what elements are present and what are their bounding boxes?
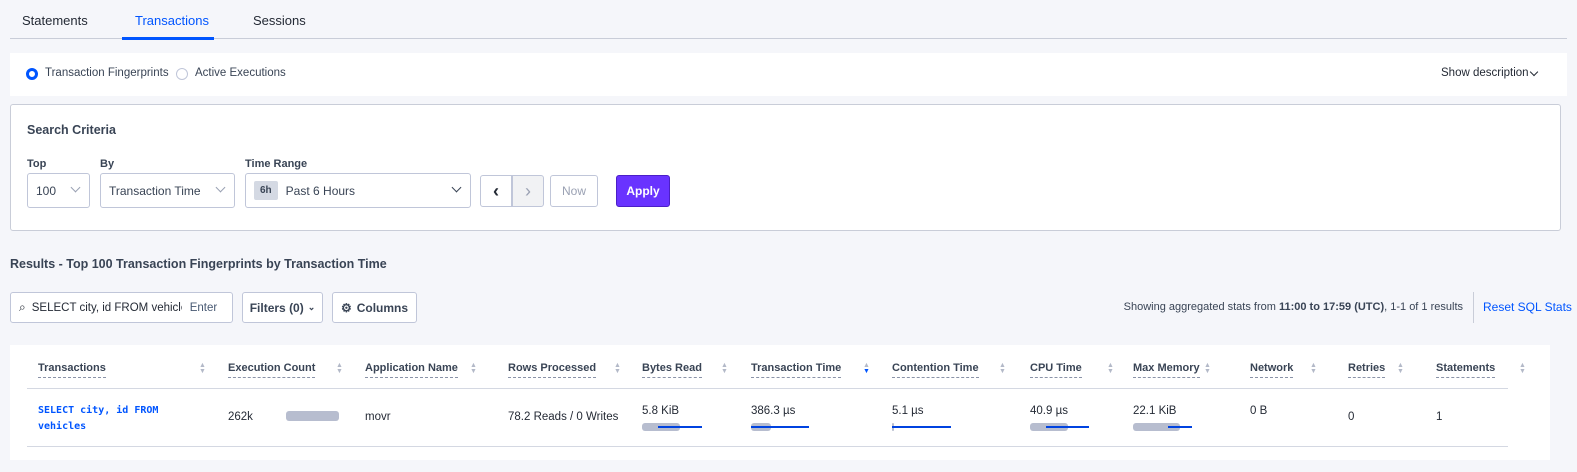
search-input[interactable]: ⌕ SELECT city, id FROM vehicles W Enter xyxy=(10,292,233,323)
radio-active-executions[interactable] xyxy=(176,68,188,80)
divider xyxy=(1473,292,1474,323)
sort-icon[interactable]: ▲ ▼ xyxy=(1310,362,1317,375)
search-icon: ⌕ xyxy=(19,300,26,314)
transaction-link[interactable]: SELECT city, id FROM vehicles xyxy=(38,405,159,432)
results-title: Results - Top 100 Transaction Fingerprin… xyxy=(10,257,387,271)
stats-suffix: , 1-1 of 1 results xyxy=(1384,301,1463,313)
reset-sql-stats-link[interactable]: Reset SQL Stats xyxy=(1483,300,1572,314)
sort-icon[interactable]: ▲ ▼ xyxy=(1519,362,1526,375)
column-header-retries[interactable]: Retries xyxy=(1348,362,1386,378)
application-name: movr xyxy=(365,411,391,423)
tab-statements[interactable]: Statements xyxy=(22,13,88,28)
sort-icon[interactable]: ▲ ▼ xyxy=(1204,362,1211,375)
radio-transaction-fingerprints[interactable] xyxy=(26,68,38,80)
column-header-bytes-read[interactable]: Bytes Read xyxy=(642,362,702,378)
column-header-application-name[interactable]: Application Name xyxy=(365,362,458,378)
max-memory: 22.1 KiB xyxy=(1133,405,1177,417)
tab-sessions[interactable]: Sessions xyxy=(253,13,306,28)
column-header-network[interactable]: Network xyxy=(1250,362,1294,378)
column-header-execution-count[interactable]: Execution Count xyxy=(228,362,316,378)
network: 0 B xyxy=(1250,405,1268,417)
columns-label: Columns xyxy=(356,300,409,315)
column-header-cpu-time[interactable]: CPU Time xyxy=(1030,362,1082,378)
contention-time-stddev xyxy=(892,426,951,428)
sort-icon[interactable]: ▲ ▼ xyxy=(1397,362,1404,375)
search-criteria-panel xyxy=(10,104,1561,231)
stats-summary: Showing aggregated stats from 11:00 to 1… xyxy=(1124,301,1463,313)
statements-count: 1 xyxy=(1436,411,1443,423)
chevron-down-icon: ⌄ xyxy=(307,302,316,312)
time-range-value: Past 6 Hours xyxy=(285,183,356,198)
sort-icon[interactable]: ▲ ▼ xyxy=(721,362,728,375)
view-selector xyxy=(10,53,1567,96)
tab-transactions[interactable]: Transactions xyxy=(135,13,209,28)
sort-icon[interactable]: ▲ ▼ xyxy=(999,362,1006,375)
stats-utc: (UTC) xyxy=(1354,301,1385,313)
stats-range: 11:00 to 17:59 xyxy=(1278,301,1352,313)
enter-hint: Enter xyxy=(189,301,218,314)
chevron-right-icon: › xyxy=(525,180,531,201)
transaction-time-stddev xyxy=(751,426,809,428)
sort-icon[interactable]: ▲ ▼ xyxy=(1107,362,1114,375)
sort-icon[interactable]: ▲ ▼ xyxy=(336,362,343,375)
chevron-down-icon xyxy=(70,182,81,193)
search-criteria-title: Search Criteria xyxy=(27,123,116,137)
row-divider xyxy=(27,446,1508,447)
rows-processed: 78.2 Reads / 0 Writes xyxy=(508,411,619,423)
transactions-table xyxy=(10,345,1550,460)
column-header-statements[interactable]: Statements xyxy=(1436,362,1496,378)
column-header-transactions[interactable]: Transactions xyxy=(38,362,106,378)
search-value: SELECT city, id FROM vehicles W xyxy=(31,301,182,314)
radio-label[interactable]: Active Executions xyxy=(195,67,286,79)
filters-label: Filters (0) xyxy=(249,300,304,315)
chevron-left-icon: ‹ xyxy=(493,180,499,201)
next-time-button[interactable]: › xyxy=(512,175,544,207)
tab-divider xyxy=(10,38,1567,39)
top-value: 100 xyxy=(36,183,57,198)
sort-icon[interactable]: ▲ ▼ xyxy=(614,362,621,375)
column-header-contention-time[interactable]: Contention Time xyxy=(892,362,979,378)
retries: 0 xyxy=(1348,411,1355,423)
header-divider xyxy=(27,388,1508,389)
apply-button[interactable]: Apply xyxy=(616,175,670,207)
by-label: By xyxy=(100,158,115,170)
by-select[interactable]: Transaction Time xyxy=(100,173,235,208)
contention-time: 5.1 µs xyxy=(892,405,924,417)
execution-count-bar xyxy=(286,411,339,421)
previous-time-button[interactable]: ‹ xyxy=(480,175,512,207)
gear-icon: ⚙ xyxy=(340,300,352,315)
active-tab-indicator xyxy=(122,37,214,40)
stats-prefix: Showing aggregated stats from xyxy=(1123,301,1279,313)
sort-icon[interactable]: ▲ ▼ xyxy=(470,362,477,375)
top-label: Top xyxy=(27,158,47,170)
cpu-time: 40.9 µs xyxy=(1030,405,1068,417)
max-memory-bar xyxy=(1133,423,1180,431)
column-header-transaction-time[interactable]: Transaction Time xyxy=(751,362,842,378)
top-select[interactable]: 100 xyxy=(27,173,90,208)
cpu-time-stddev xyxy=(1046,426,1089,428)
time-range-label: Time Range xyxy=(245,158,308,170)
show-description-button[interactable]: Show description xyxy=(1441,67,1529,79)
filters-button[interactable]: Filters (0) ⌄ xyxy=(242,292,323,323)
time-range-select[interactable]: 6h Past 6 Hours xyxy=(245,173,471,208)
bytes-read-stddev xyxy=(658,426,702,428)
max-memory-stddev xyxy=(1168,426,1192,428)
column-header-rows-processed[interactable]: Rows Processed xyxy=(508,362,597,378)
columns-button[interactable]: ⚙ Columns xyxy=(332,292,417,323)
column-header-max-memory[interactable]: Max Memory xyxy=(1133,362,1200,378)
radio-label[interactable]: Transaction Fingerprints xyxy=(45,67,169,79)
now-button[interactable]: Now xyxy=(550,175,598,207)
transaction-time: 386.3 µs xyxy=(751,405,796,417)
bytes-read: 5.8 KiB xyxy=(642,405,680,417)
sort-descending-icon[interactable]: ▲ ▼ xyxy=(863,362,870,375)
time-range-badge: 6h xyxy=(254,181,278,200)
chevron-down-icon xyxy=(451,182,462,193)
by-value: Transaction Time xyxy=(109,183,201,198)
execution-count: 262k xyxy=(228,411,253,423)
chevron-down-icon xyxy=(215,182,226,193)
sort-icon[interactable]: ▲ ▼ xyxy=(199,362,206,375)
